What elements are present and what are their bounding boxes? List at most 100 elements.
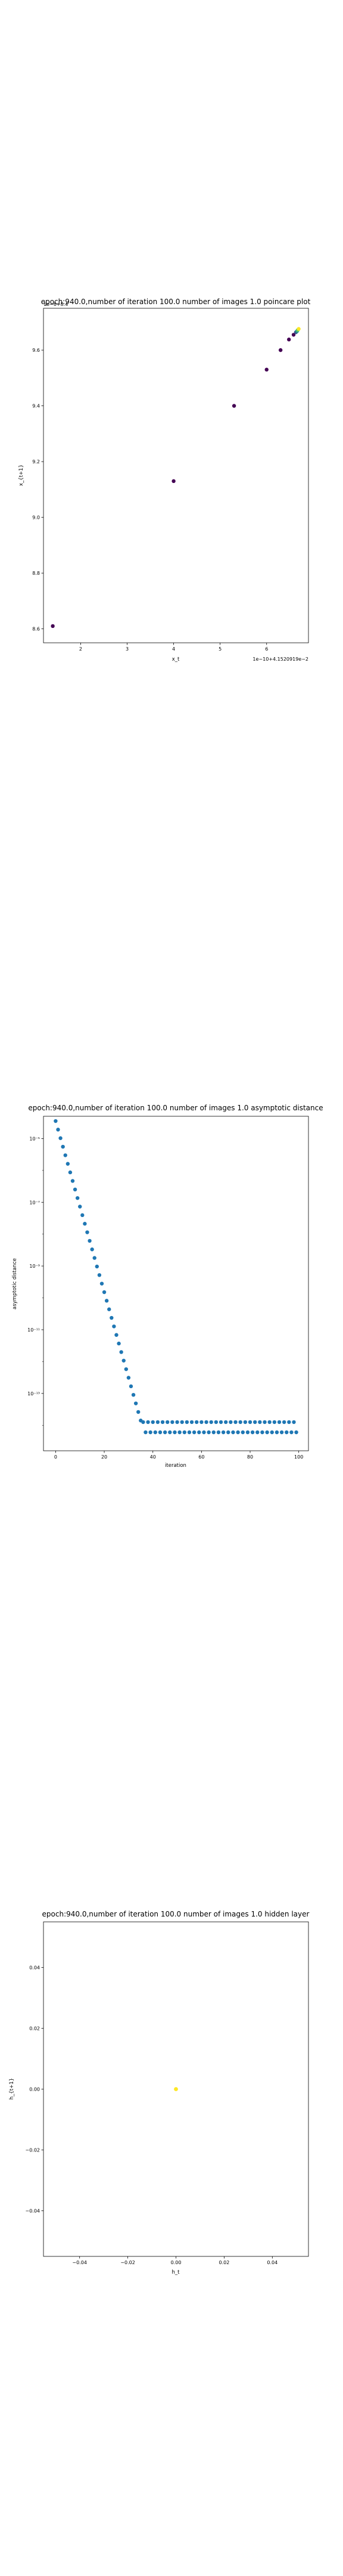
asymptotic-point bbox=[155, 1420, 160, 1425]
asymptotic-point bbox=[148, 1430, 152, 1435]
asymptotic-point bbox=[241, 1430, 245, 1435]
asymptotic-point bbox=[223, 1420, 228, 1425]
asymptotic-point bbox=[202, 1430, 206, 1435]
asymptotic-point bbox=[289, 1430, 294, 1435]
asymptotic-point bbox=[70, 1179, 75, 1183]
asymptotic-point bbox=[197, 1430, 201, 1435]
asymptotic-point bbox=[75, 1196, 80, 1200]
asymptotic-point bbox=[265, 1430, 269, 1435]
asymptotic-point bbox=[287, 1420, 291, 1425]
hidden-x-tick-label: 0.00 bbox=[171, 2260, 182, 2265]
asymptotic-point bbox=[209, 1420, 213, 1425]
asymptotic-point bbox=[153, 1430, 157, 1435]
poincare-offset-bottom: 1e−10+4.1520919e−2 bbox=[252, 657, 308, 662]
hidden-layer-chart: epoch:940.0,number of iteration 100.0 nu… bbox=[9, 1910, 310, 2275]
asymptotic-point bbox=[294, 1430, 298, 1435]
asymptotic-point bbox=[211, 1430, 216, 1435]
asymptotic-x-ticks: 0 20 40 60 80 100 bbox=[54, 1451, 303, 1460]
asymptotic-y-tick-label: 10⁻⁷ bbox=[29, 1200, 40, 1205]
asymptotic-point bbox=[141, 1420, 145, 1425]
asymptotic-point bbox=[92, 1256, 96, 1260]
asymptotic-point bbox=[97, 1273, 102, 1277]
poincare-y-label: x_{t+1} bbox=[18, 465, 24, 486]
asymptotic-point bbox=[182, 1430, 186, 1435]
asymptotic-point bbox=[180, 1420, 184, 1425]
hidden-x-tick-label: −0.04 bbox=[72, 2260, 87, 2265]
poincare-axes-frame bbox=[43, 308, 309, 643]
asymptotic-point bbox=[66, 1162, 70, 1166]
asymptotic-axes-frame bbox=[43, 1116, 309, 1451]
asymptotic-point bbox=[124, 1367, 129, 1371]
asymptotic-y-tick-label: 10⁻⁵ bbox=[29, 1136, 40, 1141]
asymptotic-point bbox=[248, 1420, 252, 1425]
hidden-x-label: h_t bbox=[172, 2270, 180, 2275]
poincare-x-tick-label: 2 bbox=[79, 646, 82, 652]
asymptotic-point bbox=[233, 1420, 238, 1425]
asymptotic-point bbox=[61, 1144, 65, 1149]
poincare-y-tick-label: 8.8 bbox=[32, 571, 40, 576]
asymptotic-point bbox=[243, 1420, 248, 1425]
asymptotic-point bbox=[151, 1420, 155, 1425]
asymptotic-point bbox=[90, 1247, 94, 1252]
asymptotic-distance-chart: epoch:940.0,number of iteration 100.0 nu… bbox=[12, 1104, 323, 1469]
asymptotic-point bbox=[282, 1420, 286, 1425]
asymptotic-point bbox=[216, 1430, 221, 1435]
asymptotic-point bbox=[226, 1430, 230, 1435]
asymptotic-point bbox=[236, 1430, 240, 1435]
asymptotic-point bbox=[170, 1420, 174, 1425]
hidden-y-tick-label: 0.00 bbox=[29, 2087, 40, 2092]
poincare-y-tick-label: 9.6 bbox=[32, 348, 40, 353]
poincare-x-tick-label: 5 bbox=[219, 646, 222, 652]
hidden-points bbox=[174, 2087, 178, 2091]
poincare-y-tick-label: 9.0 bbox=[32, 515, 40, 521]
asymptotic-point bbox=[78, 1205, 82, 1209]
asymptotic-point bbox=[168, 1430, 172, 1435]
asymptotic-x-tick-label: 100 bbox=[294, 1454, 303, 1460]
asymptotic-point bbox=[163, 1430, 167, 1435]
asymptotic-point bbox=[219, 1420, 223, 1425]
asymptotic-x-tick-label: 60 bbox=[198, 1454, 204, 1460]
asymptotic-x-label: iteration bbox=[165, 1463, 186, 1469]
asymptotic-point bbox=[263, 1420, 267, 1425]
asymptotic-point bbox=[285, 1430, 289, 1435]
asymptotic-point bbox=[121, 1358, 126, 1363]
asymptotic-point bbox=[133, 1401, 138, 1405]
asymptotic-point bbox=[272, 1420, 277, 1425]
poincare-x-tick-label: 4 bbox=[172, 646, 175, 652]
asymptotic-point bbox=[95, 1264, 99, 1269]
asymptotic-point bbox=[187, 1430, 192, 1435]
poincare-x-ticks: 2 3 4 5 6 bbox=[79, 643, 268, 652]
asymptotic-point bbox=[173, 1430, 177, 1435]
asymptotic-point bbox=[250, 1430, 255, 1435]
asymptotic-point bbox=[104, 1299, 109, 1303]
asymptotic-point bbox=[129, 1384, 133, 1389]
hidden-x-tick-label: 0.04 bbox=[267, 2260, 277, 2265]
asymptotic-point bbox=[158, 1430, 163, 1435]
poincare-x-label: x_t bbox=[172, 657, 180, 662]
asymptotic-point bbox=[221, 1430, 226, 1435]
asymptotic-point bbox=[83, 1222, 87, 1226]
hidden-y-tick-label: −0.02 bbox=[25, 2148, 40, 2153]
asymptotic-point bbox=[192, 1430, 197, 1435]
asymptotic-y-tick-label: 10⁻⁹ bbox=[29, 1264, 40, 1269]
asymptotic-point bbox=[56, 1128, 60, 1132]
hidden-y-tick-label: 0.02 bbox=[29, 2026, 40, 2032]
asymptotic-point bbox=[112, 1324, 116, 1329]
asymptotic-point bbox=[160, 1420, 165, 1425]
poincare-point bbox=[291, 333, 296, 337]
poincare-points bbox=[51, 327, 301, 628]
poincare-y-ticks: 8.6 8.8 9.0 9.2 9.4 9.6 bbox=[32, 348, 43, 632]
poincare-y-tick-label: 8.6 bbox=[32, 627, 40, 632]
poincare-title: epoch:940.0,number of iteration 100.0 nu… bbox=[41, 298, 311, 306]
asymptotic-point bbox=[119, 1350, 123, 1354]
asymptotic-point bbox=[102, 1290, 107, 1295]
asymptotic-point bbox=[114, 1333, 119, 1337]
hidden-y-tick-label: 0.04 bbox=[29, 1965, 40, 1971]
asymptotic-x-tick-label: 20 bbox=[101, 1454, 107, 1460]
asymptotic-point bbox=[277, 1420, 282, 1425]
asymptotic-point bbox=[126, 1376, 131, 1380]
asymptotic-point bbox=[80, 1213, 85, 1218]
asymptotic-point bbox=[88, 1239, 92, 1243]
asymptotic-point bbox=[214, 1420, 219, 1425]
